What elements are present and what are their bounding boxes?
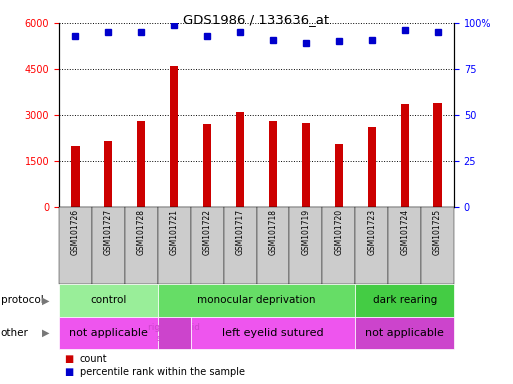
Text: dark rearing: dark rearing <box>372 295 437 306</box>
Bar <box>334 144 343 207</box>
Bar <box>203 124 211 207</box>
Text: control: control <box>90 295 127 306</box>
Bar <box>302 123 310 207</box>
Text: GSM101725: GSM101725 <box>433 209 442 255</box>
Text: not applicable: not applicable <box>69 328 148 338</box>
Text: protocol: protocol <box>1 295 43 306</box>
Bar <box>269 121 277 207</box>
Text: GSM101717: GSM101717 <box>235 209 245 255</box>
Text: ▶: ▶ <box>43 295 50 306</box>
Bar <box>433 103 442 207</box>
Text: ■: ■ <box>64 367 73 377</box>
Text: ▶: ▶ <box>43 328 50 338</box>
Text: not applicable: not applicable <box>365 328 444 338</box>
Bar <box>104 141 112 207</box>
Bar <box>71 146 80 207</box>
Text: GSM101721: GSM101721 <box>170 209 179 255</box>
Text: GDS1986 / 133636_at: GDS1986 / 133636_at <box>184 13 329 26</box>
Bar <box>170 66 179 207</box>
Bar <box>368 127 376 207</box>
Bar <box>236 112 244 207</box>
Text: ■: ■ <box>64 354 73 364</box>
Text: other: other <box>1 328 28 338</box>
Text: GSM101728: GSM101728 <box>137 209 146 255</box>
Text: monocular deprivation: monocular deprivation <box>198 295 315 306</box>
Text: left eyelid sutured: left eyelid sutured <box>222 328 324 338</box>
Text: GSM101718: GSM101718 <box>268 209 278 255</box>
Text: right eyelid
sutured: right eyelid sutured <box>148 323 200 343</box>
Text: GSM101722: GSM101722 <box>203 209 212 255</box>
Text: GSM101720: GSM101720 <box>334 209 343 255</box>
Text: percentile rank within the sample: percentile rank within the sample <box>80 367 245 377</box>
Text: GSM101724: GSM101724 <box>400 209 409 255</box>
Bar <box>401 104 409 207</box>
Text: GSM101719: GSM101719 <box>301 209 310 255</box>
Text: GSM101726: GSM101726 <box>71 209 80 255</box>
Text: count: count <box>80 354 107 364</box>
Text: GSM101727: GSM101727 <box>104 209 113 255</box>
Bar <box>137 121 145 207</box>
Text: GSM101723: GSM101723 <box>367 209 376 255</box>
